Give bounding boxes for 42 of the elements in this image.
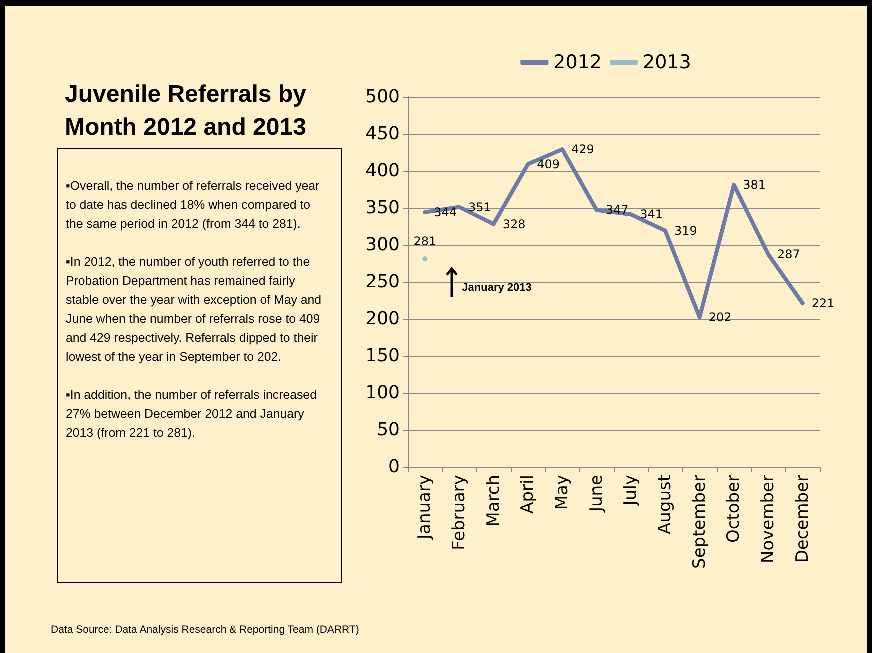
data-label: 328 [502,217,526,232]
legend-label: 2013 [643,52,692,74]
data-label: 221 [812,296,835,310]
data-label: 202 [708,310,732,325]
data-label: 409 [537,157,560,172]
y-tick-label: 350 [366,198,400,218]
x-tick-label: February [450,475,470,550]
x-tick-label: April [518,475,538,514]
text: ▪In 2012, the number of youth referred to the Probation Department has remained fairly stable over the year with exception of May and June when the number of referrals rose to 409 and 429 respectively. Referrals dipped to their lowest of the year in September to 202. [66,254,323,366]
y-tick-label: 50 [377,420,400,440]
x-tick-label: June [586,475,607,514]
x-tick-label: December [792,474,813,564]
source-note: Data Source: Data Analysis Research & Reporting Team (DARRT) [51,624,360,636]
annotation: January 2013 [462,282,532,294]
legend-label: 2012 [554,52,602,74]
data-label: 351 [468,200,492,214]
y-tick-label: 100 [366,382,400,404]
data-label: 281 [414,234,437,249]
x-tick-label: January [415,475,436,540]
text: ▪In addition, the number of referrals increased 27% between December 2012 and January 2013 (from 221 to 281). [66,387,318,442]
x-tick-label: March [484,475,504,527]
y-tick-label: 450 [366,124,400,144]
y-tick-label: 250 [366,272,400,292]
y-tick-label: 300 [366,234,400,256]
x-tick-label: July [621,475,642,507]
text: ▪Overall, the number of referrals received year to date has declined 18% when compared to the same period in 2012 (from 344 to 281). [66,178,321,233]
y-tick-label: 200 [366,308,400,330]
y-tick-label: 400 [366,160,400,182]
text: Juvenile Referrals by Month 2012 and 2013 [65,80,308,143]
x-tick-label: May [552,475,572,510]
x-tick-label: September [690,474,710,569]
x-tick-label: October [724,475,744,544]
data-label: 381 [743,178,766,192]
x-tick-label: November [758,474,778,564]
data-label: 287 [778,248,800,262]
x-tick-label: August [656,474,676,534]
data-label: 319 [674,224,698,238]
data-label: 429 [572,142,594,157]
y-tick-label: 500 [366,86,400,108]
data-label: 341 [640,208,664,222]
y-tick-label: 150 [366,346,400,366]
y-tick-label: 0 [388,456,400,478]
